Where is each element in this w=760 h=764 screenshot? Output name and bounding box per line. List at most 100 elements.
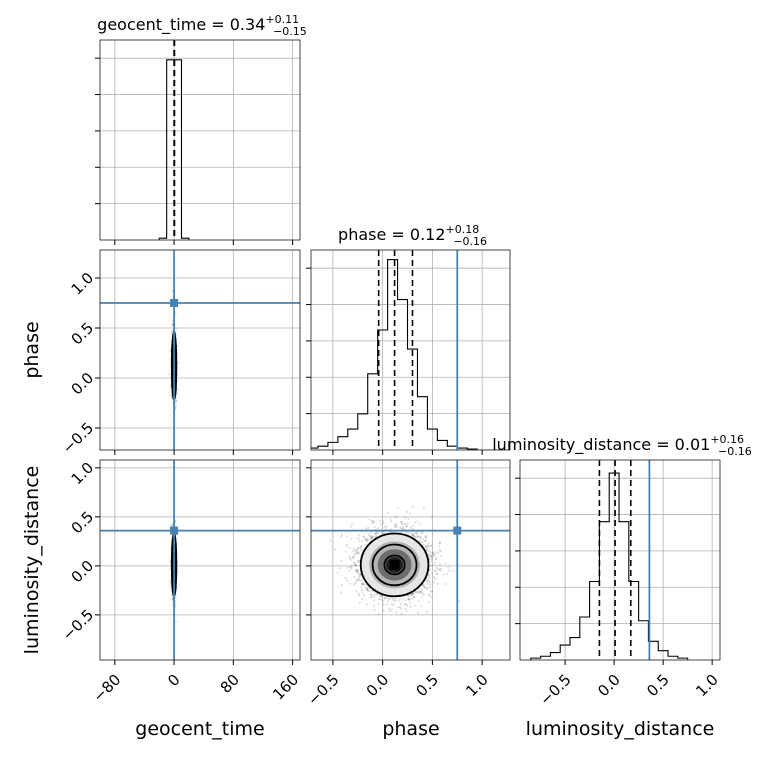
scatter-point xyxy=(350,537,353,540)
scatter-point xyxy=(360,586,363,589)
panel-frame xyxy=(99,39,301,241)
scatter-point xyxy=(447,569,450,572)
scatter-point xyxy=(364,586,367,589)
scatter-point xyxy=(399,597,402,600)
scatter-point xyxy=(340,591,343,594)
scatter-point xyxy=(365,588,368,591)
scatter-point xyxy=(433,576,436,579)
scatter-point xyxy=(382,609,385,612)
scatter-point xyxy=(412,592,415,595)
scatter-point xyxy=(424,536,427,539)
scatter-point xyxy=(373,609,376,612)
scatter-point xyxy=(349,525,352,528)
histogram-phase: phase = 0.12+0.18 −0.16 xyxy=(306,223,511,455)
scatter-point xyxy=(174,403,177,407)
scatter-point xyxy=(379,595,382,598)
scatter-point xyxy=(365,540,368,543)
luminosity_distance-tick-label: 1.0 xyxy=(692,671,722,701)
scatter-point xyxy=(399,602,402,606)
scatter-point xyxy=(348,557,351,560)
scatter-point xyxy=(390,597,393,600)
scatter-point xyxy=(437,568,440,571)
scatter-point xyxy=(410,526,413,529)
histogram-title-phase: phase = 0.12+0.18 −0.16 xyxy=(338,223,487,248)
scatter-point xyxy=(447,566,450,569)
scatter-point xyxy=(444,582,447,586)
scatter-point xyxy=(346,543,349,546)
scatter-point xyxy=(391,598,394,602)
contour-line xyxy=(359,532,430,598)
scatter-point xyxy=(413,535,416,538)
scatter-point xyxy=(366,538,369,541)
scatter-point xyxy=(416,520,419,523)
scatter-point xyxy=(372,520,375,523)
geocent_time-tick-label: 160 xyxy=(269,671,302,704)
scatter-point xyxy=(370,520,373,523)
scatter-point xyxy=(395,611,398,614)
scatter-point xyxy=(400,612,403,615)
title-upper-error: +0.18 xyxy=(446,223,480,236)
scatter-point xyxy=(355,569,358,572)
scatter-point xyxy=(415,535,418,538)
scatter-point xyxy=(360,548,363,551)
scatter-point xyxy=(357,561,360,564)
scatter-point xyxy=(411,592,415,595)
scatter-point xyxy=(340,584,344,587)
scatter-point xyxy=(344,576,347,580)
phase-tick-label: −0.5 xyxy=(304,671,342,709)
scatter-point xyxy=(361,597,364,601)
scatter-point xyxy=(411,597,414,600)
scatter-point xyxy=(401,525,404,529)
scatter-point xyxy=(377,602,380,606)
scatter-point xyxy=(429,550,432,553)
scatter-point xyxy=(384,525,387,529)
scatter-point xyxy=(419,536,422,539)
scatter-point xyxy=(367,533,370,536)
scatter-point xyxy=(415,531,418,534)
scatter-point xyxy=(374,535,377,538)
scatter-point xyxy=(399,526,402,529)
scatter-point xyxy=(357,579,360,582)
scatter-point xyxy=(427,600,430,604)
scatter-point xyxy=(420,540,423,543)
scatter-point xyxy=(369,534,372,538)
scatter-point xyxy=(338,567,341,570)
scatter-point xyxy=(426,543,429,546)
scatter-point xyxy=(356,551,359,554)
scatter-point xyxy=(416,591,419,594)
scatter-point xyxy=(355,590,358,593)
scatter-point xyxy=(438,549,441,552)
scatter-point xyxy=(370,536,373,539)
scatter-point xyxy=(362,594,366,597)
scatter-point xyxy=(357,572,360,575)
scatter-point xyxy=(358,534,361,537)
scatter-point xyxy=(378,598,381,601)
scatter-point xyxy=(408,532,411,535)
scatter-point xyxy=(414,590,417,594)
scatter-point xyxy=(404,607,407,610)
scatter-point xyxy=(432,581,435,584)
scatter-point xyxy=(403,603,406,606)
scatter-point xyxy=(431,552,434,555)
scatter-point xyxy=(425,548,428,551)
scatter-point xyxy=(357,577,360,580)
scatter-point xyxy=(429,555,433,558)
scatter-point xyxy=(407,598,410,601)
scatter-point xyxy=(377,527,380,530)
geocent_time-tick-label: 0 xyxy=(164,671,183,690)
panel-frame xyxy=(519,459,721,661)
panel-frame xyxy=(99,249,301,451)
scatter-point xyxy=(397,507,400,510)
scatter-point xyxy=(359,573,362,576)
scatter-point xyxy=(397,599,400,602)
scatter-point xyxy=(413,521,416,524)
phase-tick-label: 0.0 xyxy=(363,671,393,701)
scatter-point xyxy=(344,550,347,553)
luminosity_distance-tick-label: 0.0 xyxy=(68,557,98,587)
scatter-point xyxy=(405,531,408,535)
scatter-point xyxy=(400,520,403,523)
scatter-point xyxy=(362,583,365,586)
scatter-point xyxy=(357,592,360,596)
scatter-point xyxy=(373,526,376,529)
scatter-point xyxy=(354,582,357,585)
